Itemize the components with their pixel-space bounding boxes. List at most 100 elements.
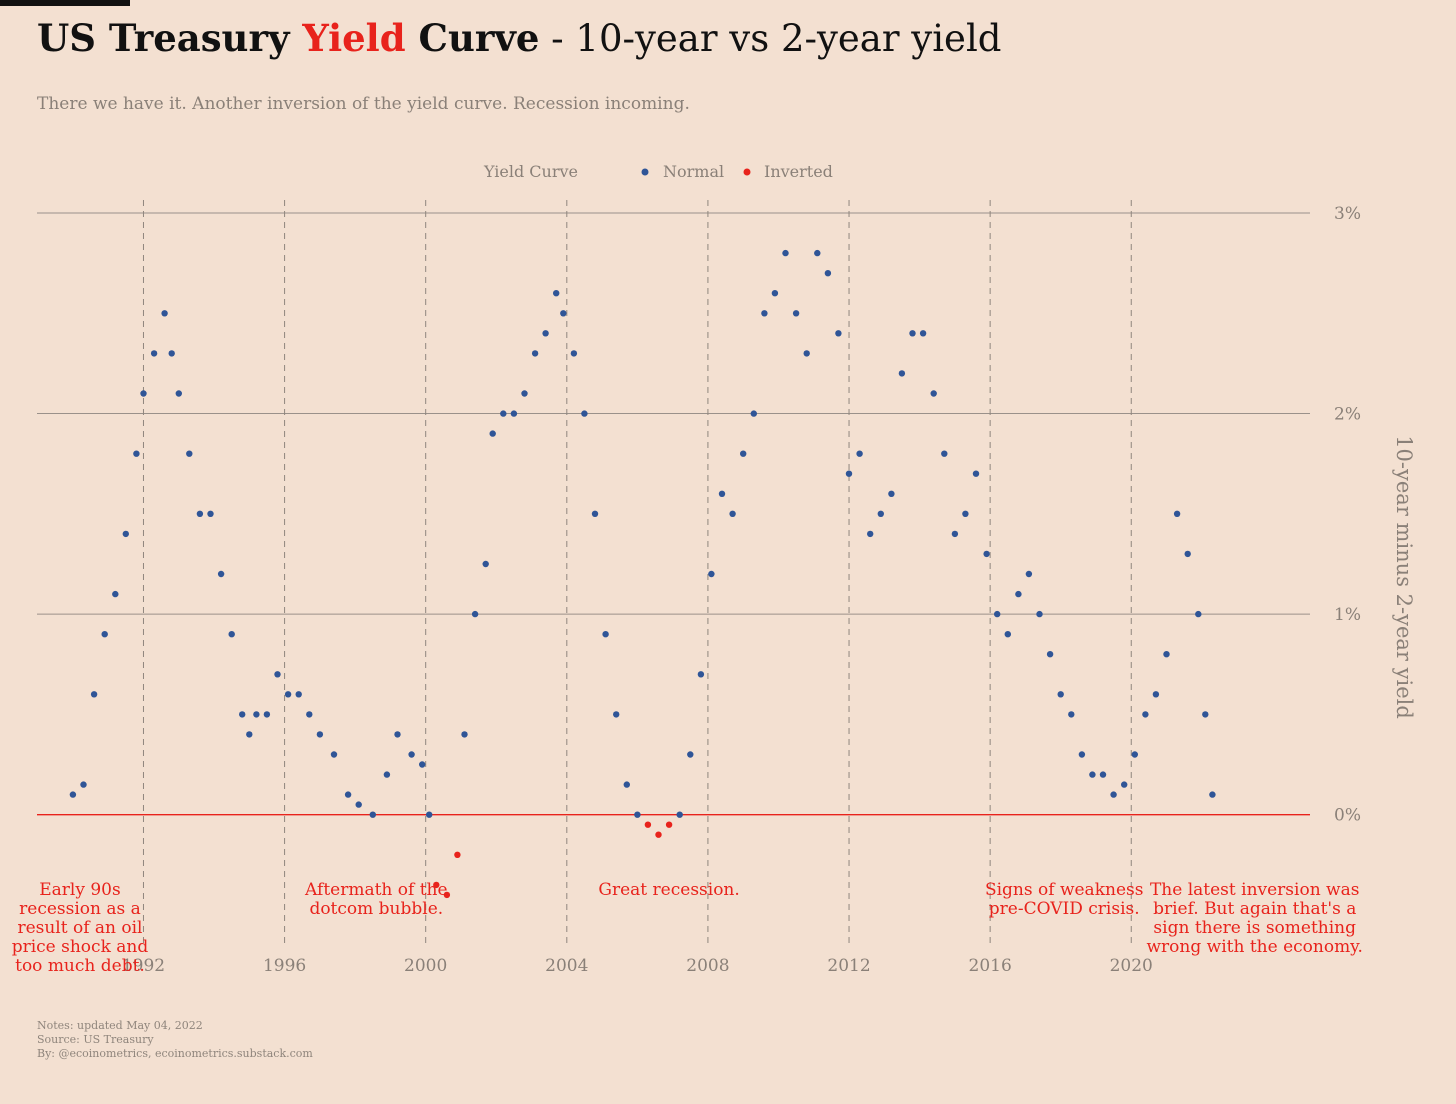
data-point [655,831,662,838]
data-point [697,671,705,678]
title-part3: - 10-year vs 2-year yield [539,17,1002,60]
data-point [1131,751,1139,758]
data-point [665,821,673,828]
data-point [1078,751,1086,758]
data-point [581,410,588,417]
data-point [1015,590,1022,598]
data-point [344,791,352,798]
data-point [888,490,895,497]
data-point [718,490,726,497]
data-point [101,631,108,638]
x-tick-label: 2000 [404,956,447,976]
data-point [729,510,736,517]
top-accent-bar [0,0,130,6]
chart-notes: Notes: updated May 04, 2022 Source: US T… [37,1019,313,1061]
legend-title: Yield Curve [483,162,578,181]
data-point [1046,651,1054,658]
data-point [740,450,747,457]
data-point [792,310,800,317]
data-point [941,450,948,457]
data-point [1184,550,1191,558]
annotations: Early 90s recession as a result of an oil p… [12,880,1363,976]
data-point [602,631,609,638]
data-point [217,570,225,578]
data-point [877,510,884,517]
data-point [253,711,260,718]
data-point [207,510,214,517]
data-point [433,881,440,889]
data-point [994,610,1001,618]
data-point [972,470,980,477]
data-point [1173,510,1181,517]
annotation: The latest inversion was brief. But again… [1147,880,1363,957]
x-tick-label: 2004 [545,956,588,976]
data-point [930,390,937,397]
data-point [1142,711,1149,718]
title-part2: Curve [405,16,540,60]
data-point [383,771,391,778]
data-point [133,450,140,457]
legend: Yield Curve Normal Inverted [483,162,833,181]
data-point [489,430,496,437]
data-point [471,610,479,618]
data-point [634,811,641,818]
data-point [1152,691,1160,698]
data-point [1110,791,1117,798]
data-point [408,751,415,758]
data-point [196,510,204,517]
data-point [161,310,168,317]
data-point [1195,610,1202,618]
chart-subtitle: There we have it. Another inversion of t… [37,94,690,114]
annotation: Early 90s recession as a result of an oil p… [12,880,149,976]
data-point [482,560,489,568]
y-tick-label: 3% [1334,204,1361,224]
data-point [228,631,235,638]
data-point [570,350,578,357]
data-points [69,249,1216,899]
grid-layer [37,212,1310,816]
x-tick-label: 2020 [1110,956,1153,976]
data-point [274,671,281,678]
data-point [330,751,338,758]
data-point [845,470,853,477]
data-point [708,570,715,578]
notes-source: Source: US Treasury [37,1033,154,1046]
notes-updated: Notes: updated May 04, 2022 [37,1019,203,1032]
year-guide-lines [142,200,1132,945]
data-point [295,691,302,698]
y-axis-label: 10-year minus 2-year yield [1392,435,1416,719]
data-point [306,711,313,718]
data-point [150,350,158,357]
data-point [246,731,253,738]
legend-label-inverted: Inverted [764,162,833,181]
data-point [443,891,451,899]
data-point [951,530,959,538]
data-point [750,410,757,417]
data-point [122,530,129,538]
data-point [510,410,518,417]
data-point [867,530,874,538]
data-point [1099,771,1107,778]
data-point [1036,610,1043,618]
data-point [1121,781,1128,788]
annotation: Signs of weakness pre-COVID crisis. [985,880,1143,919]
data-point [69,791,77,798]
data-point [355,801,362,808]
data-point [644,821,652,828]
data-point [1068,711,1075,718]
data-point [553,290,560,297]
data-point [112,590,119,598]
axis-tick-labels: 0% 1% 2% 3% 1992 1996 2000 2004 2008 2012 2016 2020 [122,204,1361,976]
data-point [284,691,292,698]
data-point [186,450,193,457]
data-point [560,310,567,317]
data-point [531,350,539,357]
data-point [613,711,620,718]
data-point [824,270,832,277]
y-tick-label: 1% [1334,605,1361,625]
data-point [426,811,433,818]
title-part1: US Treasury [37,16,303,60]
x-tick-label: 1992 [122,956,165,976]
data-point [168,350,175,357]
